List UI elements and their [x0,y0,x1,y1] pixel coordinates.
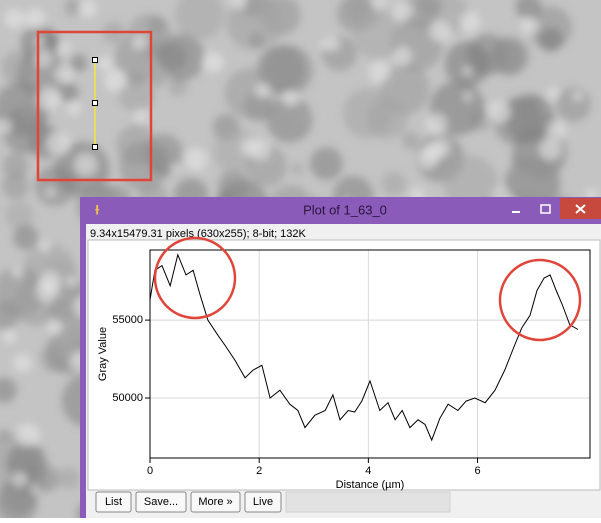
bright-spot [460,12,481,33]
window-title: Plot of 1_63_0 [303,202,387,217]
blob [556,87,591,122]
blob [58,467,80,489]
bright-spot [463,92,472,101]
bright-spot [59,42,71,54]
bright-spot [202,52,223,73]
blob [250,33,264,47]
blob [299,112,311,124]
bright-spot [547,87,559,99]
blob [310,147,343,180]
button-label[interactable]: Save... [144,496,178,508]
blob [490,39,525,74]
bright-spot [46,188,55,197]
button-label[interactable]: List [105,496,122,508]
blob [353,12,401,60]
handle [93,101,98,106]
blob [505,94,554,143]
blob [3,153,29,179]
bright-spot [463,67,472,76]
bright-spot [13,354,32,373]
bright-spot [4,9,24,29]
bright-spot [25,9,46,30]
bright-spot [134,109,148,123]
blob [539,28,563,52]
bright-spot [37,87,60,110]
blob [159,43,187,71]
x-tick-label: 6 [474,465,480,477]
bright-spot [13,472,28,487]
bright-spot [48,321,62,335]
bright-spot [35,36,45,46]
screenshot: ɫ Plot of 1_63_0 9.34x15479.31 pixels (6… [0,0,601,518]
bright-spot [489,101,511,123]
blob [367,98,408,139]
blob [381,171,406,196]
x-axis-label: Distance (µm) [336,479,405,491]
status-field [286,492,450,512]
bright-spot [98,56,113,71]
blob [445,41,490,86]
blob [119,141,169,191]
x-tick-label: 0 [147,465,153,477]
bright-spot [241,138,259,156]
bright-spot [573,91,583,101]
bright-spot [170,163,179,172]
blob [13,225,38,250]
bright-spot [75,153,97,175]
bright-spot [430,21,451,42]
bright-spot [395,2,413,20]
bright-spot [16,423,40,447]
bright-spot [131,34,147,50]
bright-spot [104,69,127,92]
bright-spot [66,276,77,287]
bright-spot [427,113,448,134]
blob [402,132,420,150]
plot-window: ɫ Plot of 1_63_0 9.34x15479.31 pixels (6… [80,197,601,518]
bright-spot [67,101,81,115]
y-axis-label: Gray Value [97,327,109,381]
blob [70,54,87,71]
bright-spot [79,0,97,18]
bright-spot [521,17,539,35]
bright-spot [36,280,58,302]
bright-spot [369,61,391,83]
blob [291,163,303,175]
app-icon: ɫ [95,202,100,217]
bright-spot [417,149,437,169]
x-tick-label: 4 [365,465,371,477]
button-label[interactable]: More » [198,496,232,508]
bright-spot [393,47,412,66]
handle [93,145,98,150]
bright-spot [539,138,562,161]
button-label[interactable]: Live [253,496,273,508]
bright-spot [11,265,23,277]
blob [218,170,249,201]
bright-spot [320,41,329,50]
blob [59,83,79,103]
bright-spot [30,485,39,494]
plot-panel [88,240,600,490]
bright-spot [283,91,299,107]
bright-spot [55,66,72,83]
x-tick-label: 2 [256,465,262,477]
bright-spot [34,49,52,67]
blob [157,31,170,44]
bright-spot [39,240,51,252]
handle [93,58,98,63]
y-tick-label: 50000 [112,392,143,404]
bright-spot [255,83,270,98]
bright-spot [546,121,566,141]
y-tick-label: 55000 [112,314,143,326]
bright-spot [3,330,17,344]
bright-spot [184,148,207,171]
bright-spot [47,132,70,155]
